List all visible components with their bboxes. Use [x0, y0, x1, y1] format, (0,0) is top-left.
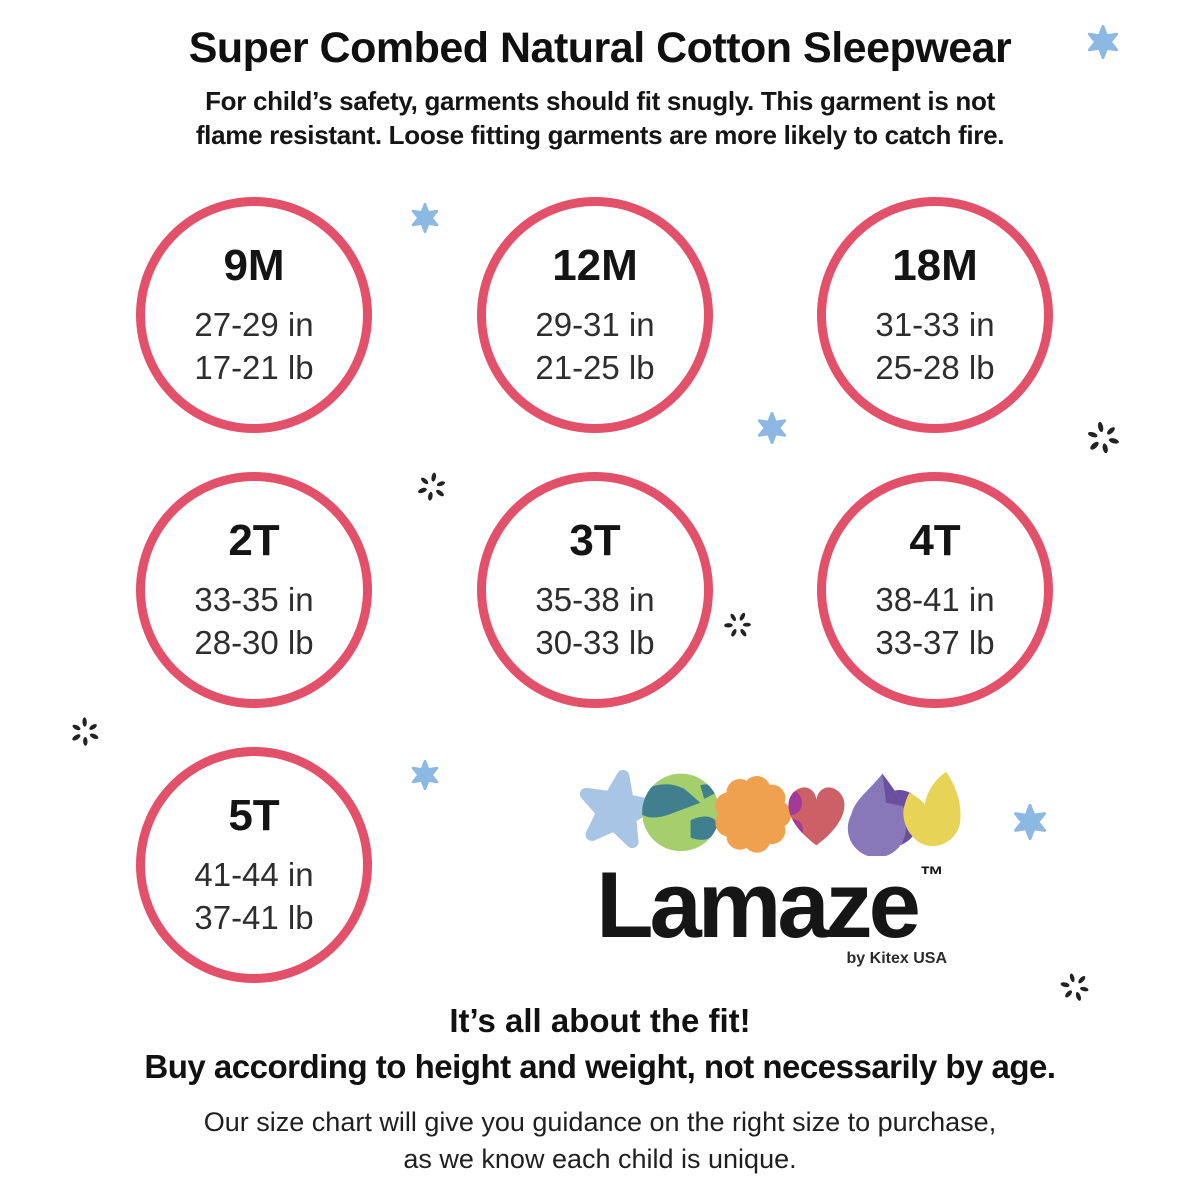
size-circle-2t: 2T 33-35 in 28-30 lb	[136, 472, 372, 708]
star-icon	[410, 760, 440, 795]
globe-icon	[642, 773, 720, 852]
star-icon	[410, 203, 440, 238]
sparkle-icon	[1085, 420, 1121, 461]
size-weight-range: 33-37 lb	[875, 624, 995, 661]
size-weight-range: 37-41 lb	[194, 899, 314, 936]
logo-byline: by Kitex USA	[846, 950, 947, 967]
sparkle-icon	[723, 610, 753, 645]
size-height-range: 29-31 in	[535, 306, 655, 343]
size-label: 3T	[569, 516, 621, 565]
size-height-range: 31-33 in	[875, 306, 995, 343]
size-height-range: 33-35 in	[194, 581, 314, 618]
size-circle-12m: 12M 29-31 in 21-25 lb	[477, 197, 713, 433]
size-weight-range: 17-21 lb	[194, 349, 314, 386]
safety-note: For child’s safety, garments should fit …	[0, 84, 1200, 152]
size-weight-range: 30-33 lb	[535, 624, 655, 661]
size-chart-note-line1: Our size chart will give you guidance on…	[203, 1107, 997, 1137]
fit-tagline: It’s all about the fit!	[449, 1002, 751, 1039]
size-label: 9M	[223, 241, 285, 290]
size-circle-9m: 9M 27-29 in 17-21 lb	[136, 197, 372, 433]
trademark-symbol: ™	[919, 862, 944, 889]
sparkle-icon	[69, 716, 101, 753]
star-icon	[1086, 25, 1120, 64]
star-icon	[1012, 804, 1048, 845]
size-height-range: 27-29 in	[194, 306, 314, 343]
size-height-range: 35-38 in	[535, 581, 655, 618]
flower-icon	[715, 776, 792, 853]
size-weight-range: 21-25 lb	[535, 349, 655, 386]
page-title: Super Combed Natural Cotton Sleepwear	[188, 24, 1012, 72]
size-label: 18M	[892, 241, 978, 290]
size-chart-note-line2: as we know each child is unique.	[403, 1144, 797, 1174]
size-label: 2T	[228, 516, 280, 565]
logo-shapes	[579, 769, 961, 856]
sparkle-icon	[416, 471, 448, 508]
size-height-range: 41-44 in	[194, 856, 314, 893]
star-icon	[756, 412, 788, 449]
size-weight-range: 25-28 lb	[875, 349, 995, 386]
size-label: 12M	[552, 241, 638, 290]
size-label: 5T	[228, 791, 280, 840]
size-weight-range: 28-30 lb	[194, 624, 314, 661]
buying-advice: Buy according to height and weight, not …	[144, 1048, 1056, 1085]
size-circle-5t: 5T 41-44 in 37-41 lb	[136, 747, 372, 983]
brand-wordmark: Lamaze ™	[575, 858, 965, 952]
size-label: 4T	[909, 516, 961, 565]
starfish-icon	[579, 769, 658, 849]
safety-note-line2: flame resistant. Loose fitting garments …	[195, 120, 1005, 150]
safety-note-line1: For child’s safety, garments should fit …	[205, 86, 995, 116]
brand-name: Lamaze	[596, 852, 921, 957]
flame-icon	[903, 771, 961, 847]
size-circle-3t: 3T 35-38 in 30-33 lb	[477, 472, 713, 708]
lamaze-logo: Lamaze ™ by Kitex USA	[575, 764, 965, 968]
size-chart-note: Our size chart will give you guidance on…	[0, 1104, 1200, 1178]
size-height-range: 38-41 in	[875, 581, 995, 618]
size-circle-18m: 18M 31-33 in 25-28 lb	[817, 197, 1053, 433]
size-circle-4t: 4T 38-41 in 33-37 lb	[817, 472, 1053, 708]
